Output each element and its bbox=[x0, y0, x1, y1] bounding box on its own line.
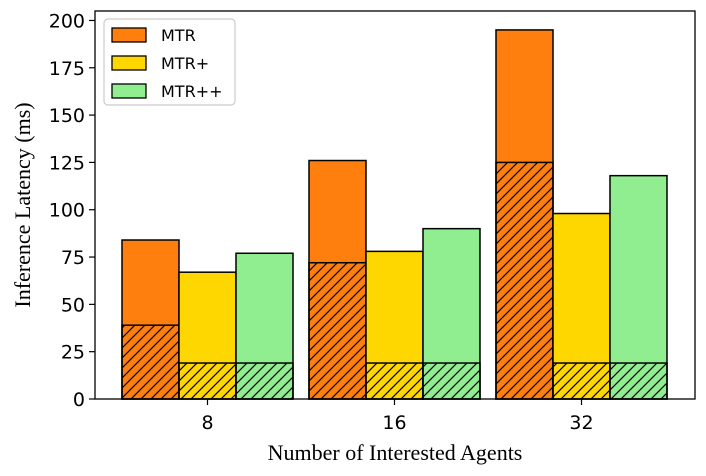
x-tick-label: 16 bbox=[382, 412, 406, 434]
bar-mtrplusplus-32 bbox=[609, 174, 668, 400]
bar-hatched-mtrplusplus-8 bbox=[235, 362, 294, 400]
x-axis: 8 16 32 bbox=[201, 399, 594, 434]
x-tick-label: 32 bbox=[569, 412, 593, 434]
legend-label: MTR+ bbox=[161, 54, 209, 73]
bar-hatched-mtr-32 bbox=[495, 161, 554, 400]
bar-hatched-mtrplus-16 bbox=[365, 362, 424, 400]
y-tick-label: 150 bbox=[49, 105, 85, 127]
y-tick-label: 125 bbox=[49, 152, 85, 174]
y-axis: 0 25 50 75 100 125 150 175 200 bbox=[49, 10, 95, 411]
legend: MTR MTR+ MTR++ bbox=[103, 18, 236, 106]
y-axis-title: Inference Latency (ms) bbox=[10, 102, 35, 307]
bar-hatched-mtrplus-32 bbox=[552, 362, 611, 400]
y-tick-label: 200 bbox=[49, 10, 85, 32]
bar-hatched-mtrplusplus-16 bbox=[422, 362, 481, 400]
y-tick-label: 25 bbox=[61, 342, 85, 364]
bar-hatched-mtrplus-8 bbox=[178, 362, 237, 400]
legend-label: MTR++ bbox=[161, 82, 223, 101]
y-tick-label: 0 bbox=[73, 389, 85, 411]
x-tick-label: 8 bbox=[201, 412, 213, 434]
bar-hatched-mtrplusplus-32 bbox=[609, 362, 668, 400]
bar-hatched-mtr-16 bbox=[308, 261, 367, 400]
legend-swatch bbox=[111, 55, 147, 71]
legend-swatch bbox=[111, 83, 147, 99]
y-tick-label: 50 bbox=[61, 294, 85, 316]
legend-label: MTR bbox=[161, 26, 196, 45]
bars-group bbox=[121, 29, 668, 400]
y-tick-label: 75 bbox=[61, 247, 85, 269]
y-tick-label: 100 bbox=[49, 200, 85, 222]
legend-swatch bbox=[111, 27, 147, 43]
y-tick-label: 175 bbox=[49, 58, 85, 80]
x-axis-title: Number of Interested Agents bbox=[268, 440, 523, 465]
bar-hatched-mtr-8 bbox=[121, 324, 180, 400]
